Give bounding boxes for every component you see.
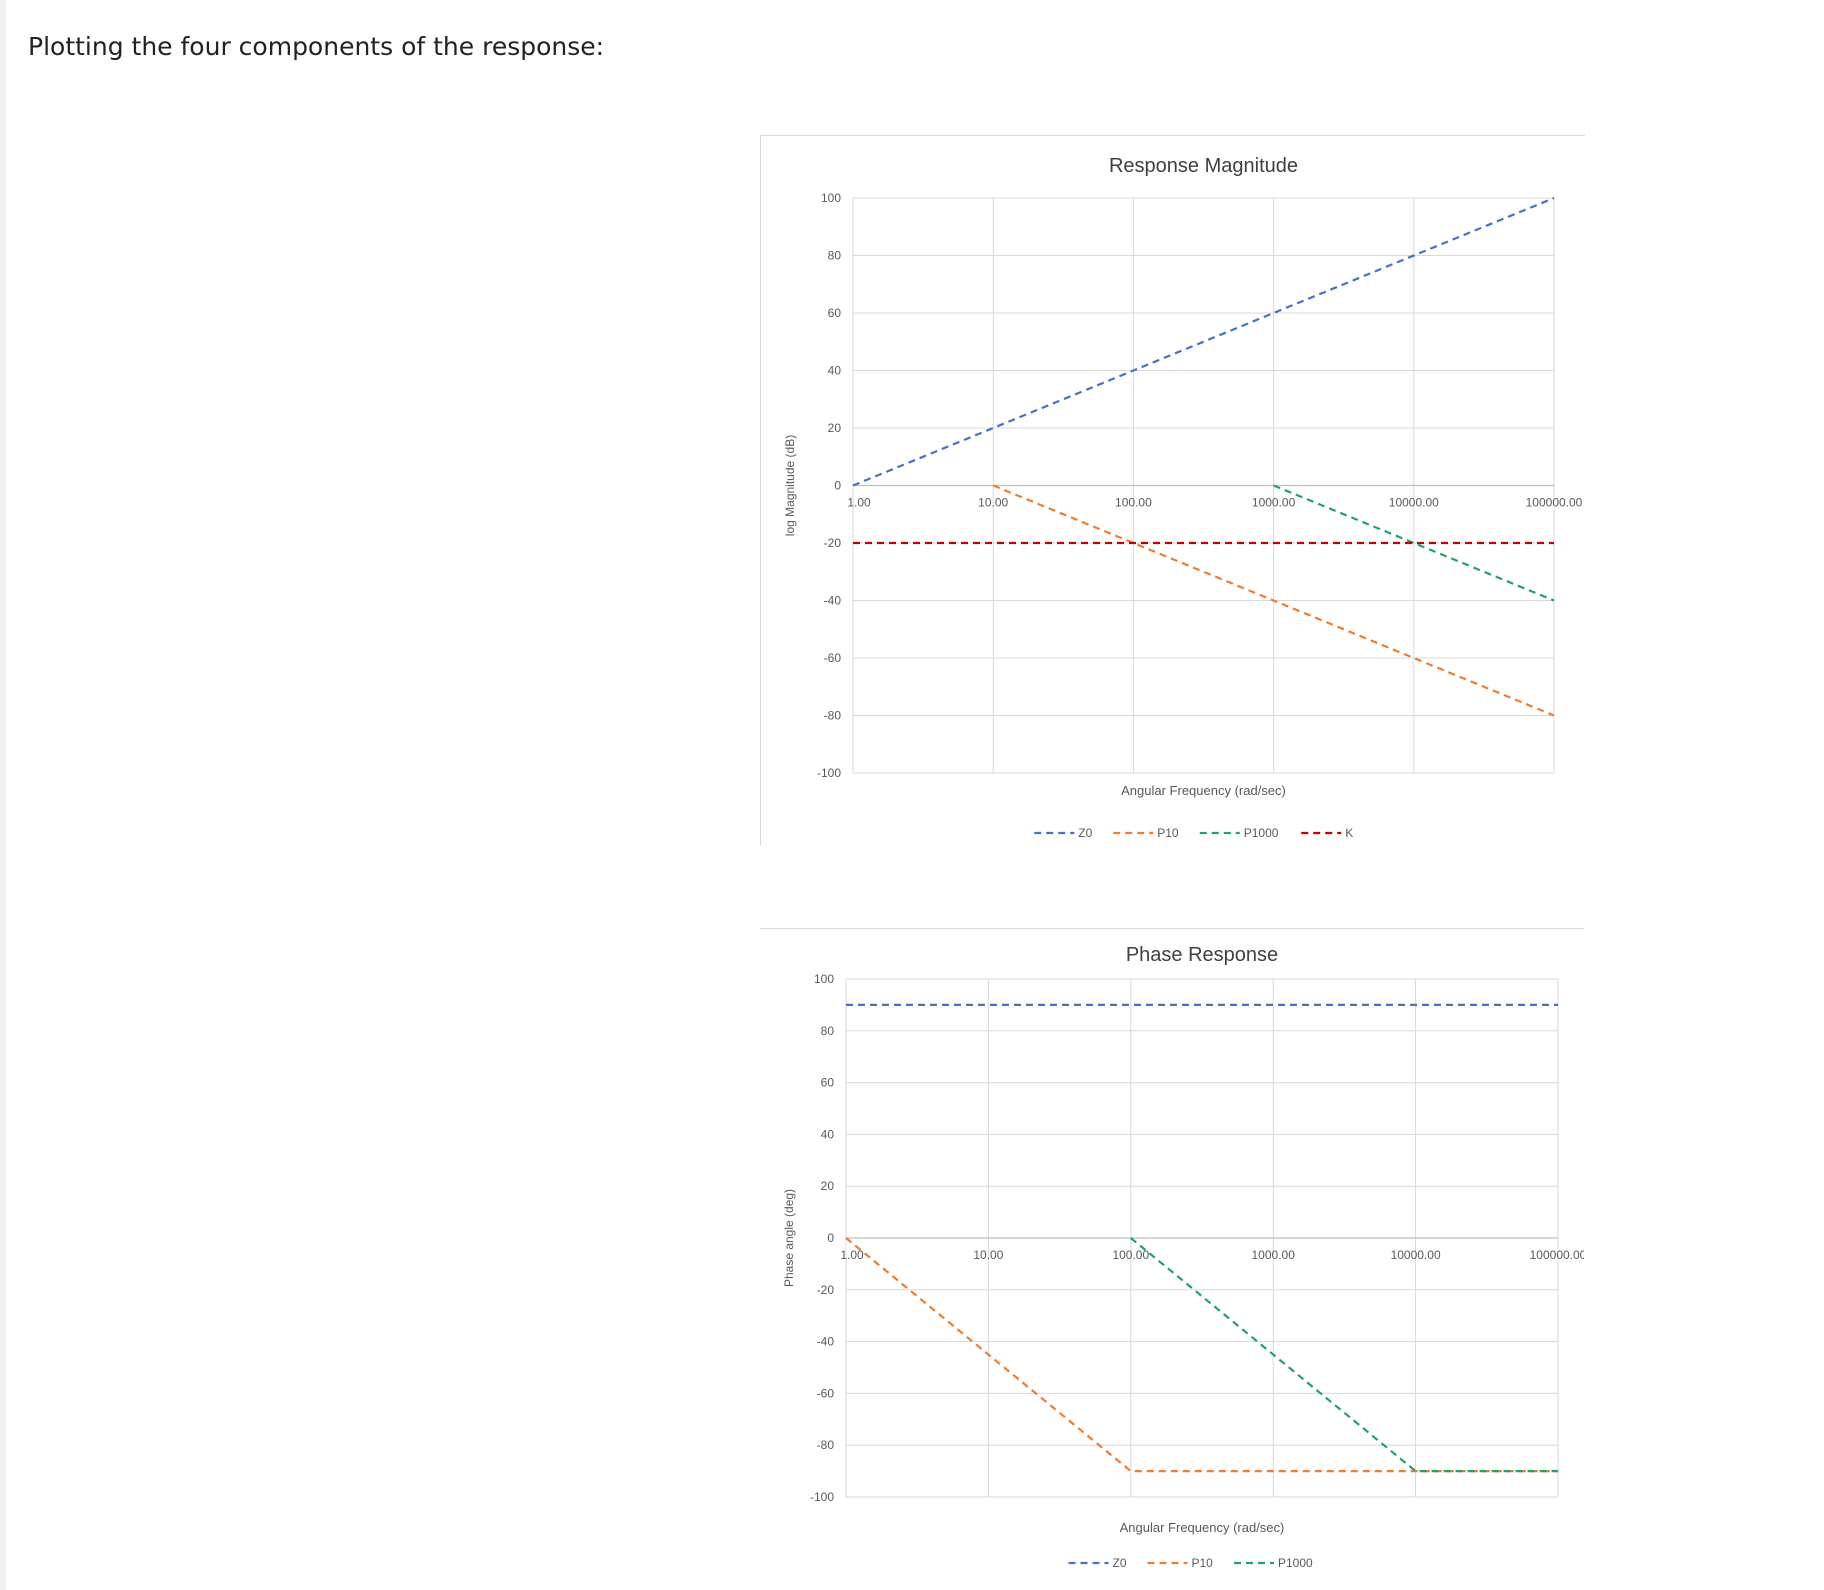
chart0-legend-label-z0: Z0 [1078,826,1092,840]
chart1-x-tick-label: 10000.00 [1391,1248,1441,1262]
chart0-x-axis-label: Angular Frequency (rad/sec) [1121,783,1286,798]
chart1-y-tick-label: -100 [810,1490,834,1504]
chart0-y-tick-label: 20 [828,421,842,435]
chart1-series-p10-line [845,1237,1558,1473]
chart1-y-axis-label: Phase angle (deg) [782,1189,796,1287]
chart0-legend-label-p1000: P1000 [1244,826,1279,840]
chart0-x-tick-label: 10000.00 [1389,496,1439,510]
chart1-series-p1000-line [1130,1237,1558,1473]
chart0-y-tick-label: -40 [824,594,842,608]
chart1-legend-label-p1000: P1000 [1278,1556,1313,1570]
chart1-y-tick-label: -20 [817,1283,835,1297]
chart0-x-tick-label: 1000.00 [1252,496,1296,510]
chart0-series-p10-line [992,484,1555,717]
chart0-y-tick-label: -100 [817,766,841,780]
chart1-x-tick-label: 1000.00 [1252,1248,1296,1262]
chart1-y-tick-label: -60 [817,1386,835,1400]
chart0-y-tick-label: -20 [824,536,842,550]
chart1-y-tick-label: 0 [827,1231,834,1245]
chart1-y-tick-label: 60 [821,1076,835,1090]
magnitude-chart-svg: Response Magnitude 100 80 60 40 20 0 -20 -40 -60 -… [783,155,1583,840]
magnitude-chart: Response Magnitude 100 80 60 40 20 0 -20 -40 -60 -… [760,135,1585,846]
chart1-y-tick-label: 80 [821,1024,835,1038]
chart1-x-tick-label: 10.00 [973,1248,1003,1262]
chart1-x-tick-label: 100.00 [1112,1248,1149,1262]
chart1-legend: Z0 P10 P1000 [1068,1556,1313,1570]
chart1-y-tick-label: 20 [821,1179,835,1193]
chart0-legend-label-k: K [1345,826,1353,840]
chart0-y-tick-label: 40 [828,364,842,378]
chart0-series-z0-line [852,196,1555,487]
intro-text: Plotting the four components of the resp… [28,32,605,61]
left-rule [0,0,6,1590]
chart1-x-tick-label: 1.00 [840,1248,864,1262]
chart0-x-tick-label: 10.00 [978,496,1008,510]
chart0-y-tick-label: 80 [828,249,842,263]
chart0-title: Response Magnitude [1109,155,1298,177]
phase-chart-svg: Phase Response 100 80 60 40 20 0 -20 -40 -60 -80 -1… [782,944,1584,1570]
phase-chart: Phase Response 100 80 60 40 20 0 -20 -40 -60 -80 -1… [760,928,1584,1581]
chart0-x-tick-label: 100000.00 [1526,496,1583,510]
chart0-y-tick-label: 60 [828,306,842,320]
chart0-y-tick-label: -60 [824,651,842,665]
chart1-y-tick-label: -80 [817,1438,835,1452]
chart1-title: Phase Response [1126,944,1278,966]
chart1-x-tick-label: 100000.00 [1530,1248,1584,1262]
chart1-y-tick-label: -40 [817,1335,835,1349]
chart1-x-axis-label: Angular Frequency (rad/sec) [1120,1520,1285,1535]
chart0-y-tick-label: 0 [834,479,841,493]
chart0-y-tick-label: -80 [824,709,842,723]
chart0-x-tick-label: 1.00 [847,496,871,510]
chart0-x-tick-label: 100.00 [1115,496,1152,510]
chart0-legend-label-p10: P10 [1157,826,1179,840]
chart1-y-tick-label: 40 [821,1127,835,1141]
chart1-legend-label-z0: Z0 [1113,1556,1127,1570]
chart0-series-p1000-line [1273,484,1555,602]
chart1-legend-label-p10: P10 [1192,1556,1214,1570]
chart0-y-tick-label: 100 [821,191,841,205]
chart1-y-tick-label: 100 [814,972,834,986]
chart0-y-axis-label: log Magnitude (dB) [783,435,797,536]
chart0-legend: Z0 P10 P1000 K [1034,826,1353,840]
